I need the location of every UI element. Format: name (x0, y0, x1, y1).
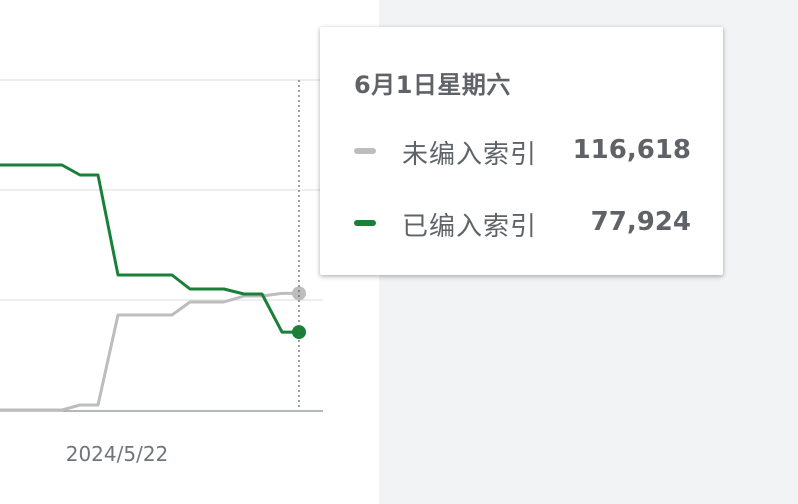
chart-tooltip: 6月1日星期六 未编入索引 116,618 已编入索引 77,924 (320, 27, 723, 275)
x-tick-label: 2024/5/22 (66, 442, 169, 466)
tooltip-value-not-indexed: 116,618 (572, 135, 691, 165)
chart-panel: 2024/5/22 (0, 0, 379, 504)
tooltip-row-indexed: 已编入索引 77,924 (354, 202, 691, 242)
series-lines (0, 163, 306, 412)
tooltip-label-indexed: 已编入索引 (402, 212, 538, 242)
series-point-not-indexed[interactable] (292, 286, 306, 301)
series-point-indexed[interactable] (292, 325, 306, 340)
tooltip-date: 6月1日星期六 (354, 71, 511, 99)
series-swatch-not-indexed (354, 148, 376, 154)
series-line-not-indexed (0, 291, 299, 412)
tooltip-label-not-indexed: 未编入索引 (402, 140, 538, 170)
tooltip-value-indexed: 77,924 (590, 207, 691, 237)
line-chart[interactable]: 2024/5/22 (0, 0, 379, 504)
series-swatch-indexed (354, 220, 376, 226)
gridlines (0, 79, 323, 412)
x-axis-ticks: 2024/5/22 (66, 442, 169, 466)
series-line-indexed (0, 163, 299, 334)
tooltip-row-not-indexed: 未编入索引 116,618 (354, 130, 691, 170)
